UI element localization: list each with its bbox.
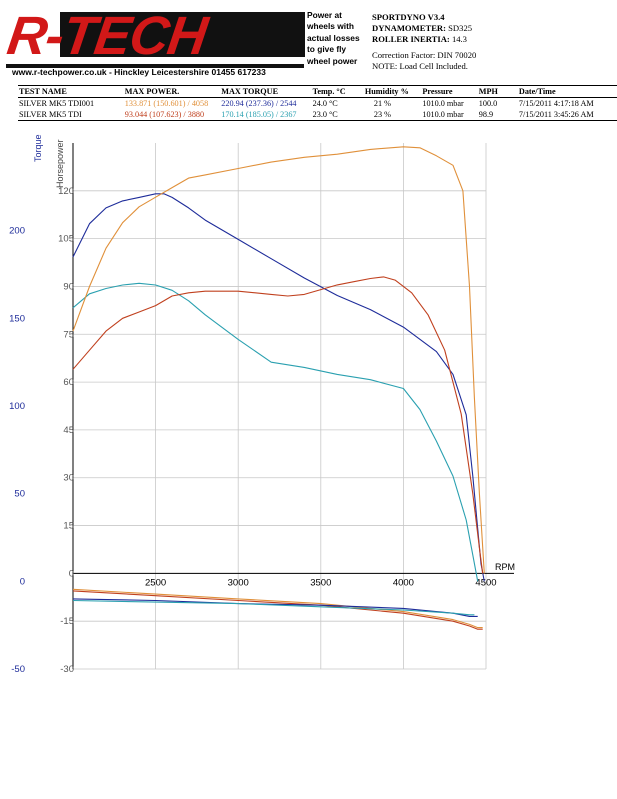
dyno-info: SPORTDYNO V3.4 DYNAMOMETER: SD325 ROLLER… <box>372 12 476 72</box>
table-row: SILVER MK5 TDI 93.044 (107.623) / 3880 1… <box>18 109 617 121</box>
note: NOTE: Load Cell Included. <box>372 61 468 72</box>
horsepower-axis-label: Horsepower <box>55 139 65 188</box>
logo-backdrop <box>60 12 305 57</box>
temp-cell: 23.0 °C <box>312 110 338 119</box>
series-line <box>72 282 479 582</box>
tagline-line: Power at <box>307 10 342 20</box>
rpm-tick-label: 3000 <box>228 577 249 588</box>
torque-tick-label: 200 <box>9 226 25 237</box>
tagline-line: to give fly <box>307 44 347 55</box>
col-max-power: MAX POWER. <box>124 87 180 96</box>
series-line <box>72 146 485 574</box>
col-max-torque: MAX TORQUE <box>221 87 279 96</box>
x-axis-label: RPM <box>495 562 515 572</box>
datetime-cell: 7/15/2011 3:45:26 AM <box>518 110 594 119</box>
chart-grid <box>73 143 487 670</box>
dynamometer-value: SD325 <box>448 22 473 33</box>
pressure-cell: 1010.0 mbar <box>422 110 464 119</box>
rpm-tick-label: 2500 <box>145 577 166 588</box>
series-line <box>72 590 483 630</box>
hp-tick-label: 120 <box>58 186 74 197</box>
humidity-cell: 23 % <box>373 110 391 119</box>
series-line <box>72 588 483 629</box>
mph-cell: 98.9 <box>478 110 494 119</box>
table-row: SILVER MK5 TDI001 133.871 (150.601) / 40… <box>18 98 617 110</box>
tagline-line: wheel power <box>307 55 358 66</box>
col-pressure: Pressure <box>422 87 453 96</box>
rpm-tick-label: 3500 <box>310 577 331 588</box>
torque-axis-label: Torque <box>33 134 43 162</box>
tagline-line: actual losses <box>307 32 360 43</box>
col-test-name: TEST NAME <box>19 87 67 96</box>
roller-value: 14.3 <box>451 33 467 44</box>
torque-tick-label: 50 <box>14 489 25 500</box>
roller-line: ROLLER INERTIA: 14.3 <box>372 34 476 45</box>
hp-tick-label: 60 <box>63 377 74 388</box>
torque-tick-label: 100 <box>9 401 25 412</box>
correction-factor: Correction Factor: DIN 70020 <box>372 50 477 61</box>
table-header-row: TEST NAME MAX POWER. MAX TORQUE Temp. °C… <box>18 85 617 98</box>
col-humidity: Humidity % <box>364 87 409 96</box>
series-line <box>72 276 484 574</box>
hp-tick-label: 15 <box>63 521 74 532</box>
torque-tick-label: -50 <box>11 664 25 675</box>
hp-tick-label: 75 <box>63 329 74 340</box>
max-torque-cell: 170.14 (185.05) / 2367 <box>221 110 297 119</box>
series-line <box>72 598 478 617</box>
pressure-cell: 1010.0 mbar <box>422 99 464 108</box>
chart-series <box>72 146 485 630</box>
temp-cell: 24.0 °C <box>312 99 338 108</box>
dynamometer-label: DYNAMOMETER: <box>372 22 446 33</box>
logo-underline <box>6 64 304 68</box>
max-torque-cell: 220.94 (237.36) / 2544 <box>221 99 297 108</box>
chart-tick-labels: -50 0 50 100 150 200 -30 -15 0 15 30 45 60 75 90 105 120… <box>9 186 496 675</box>
hp-tick-label: -30 <box>60 664 74 675</box>
roller-label: ROLLER INERTIA: <box>372 33 450 44</box>
col-temp: Temp. °C <box>312 87 346 96</box>
series-line <box>72 193 485 582</box>
col-datetime: Date/Time <box>518 87 556 96</box>
hp-tick-label: 45 <box>63 425 74 436</box>
mph-cell: 100.0 <box>478 99 498 108</box>
logo: R-TECH www.r-techpower.co.uk - Hinckley … <box>0 0 305 82</box>
test-name-cell: SILVER MK5 TDI <box>19 110 82 119</box>
hp-tick-label: -15 <box>60 616 74 627</box>
hp-tick-label: 105 <box>58 234 74 245</box>
software-version: SPORTDYNO V3.4 <box>372 12 445 22</box>
results-table: TEST NAME MAX POWER. MAX TORQUE Temp. °C… <box>18 85 617 121</box>
torque-tick-label: 150 <box>9 313 25 324</box>
hp-tick-label: 90 <box>63 281 74 292</box>
humidity-cell: 21 % <box>373 99 391 108</box>
torque-tick-label: 0 <box>20 576 25 587</box>
hp-tick-label: 0 <box>69 568 74 579</box>
datetime-cell: 7/15/2011 4:17:18 AM <box>518 99 594 108</box>
dynamometer-line: DYNAMOMETER: SD325 <box>372 23 476 34</box>
website-text: www.r-techpower.co.uk - Hinckley Leicest… <box>12 67 266 77</box>
series-line <box>72 599 475 616</box>
test-name-cell: SILVER MK5 TDI001 <box>19 99 95 108</box>
rpm-tick-label: 4000 <box>393 577 414 588</box>
max-power-cell: 93.044 (107.623) / 3880 <box>124 110 205 119</box>
tagline-line: wheels with <box>307 21 355 32</box>
max-power-cell: 133.871 (150.601) / 4058 <box>124 99 209 108</box>
tagline: Power at wheels with actual losses to gi… <box>307 10 367 67</box>
chart-axes <box>72 143 514 669</box>
col-mph: MPH <box>478 87 498 96</box>
hp-tick-label: 30 <box>63 473 74 484</box>
rpm-tick-label: 4500 <box>475 577 496 588</box>
